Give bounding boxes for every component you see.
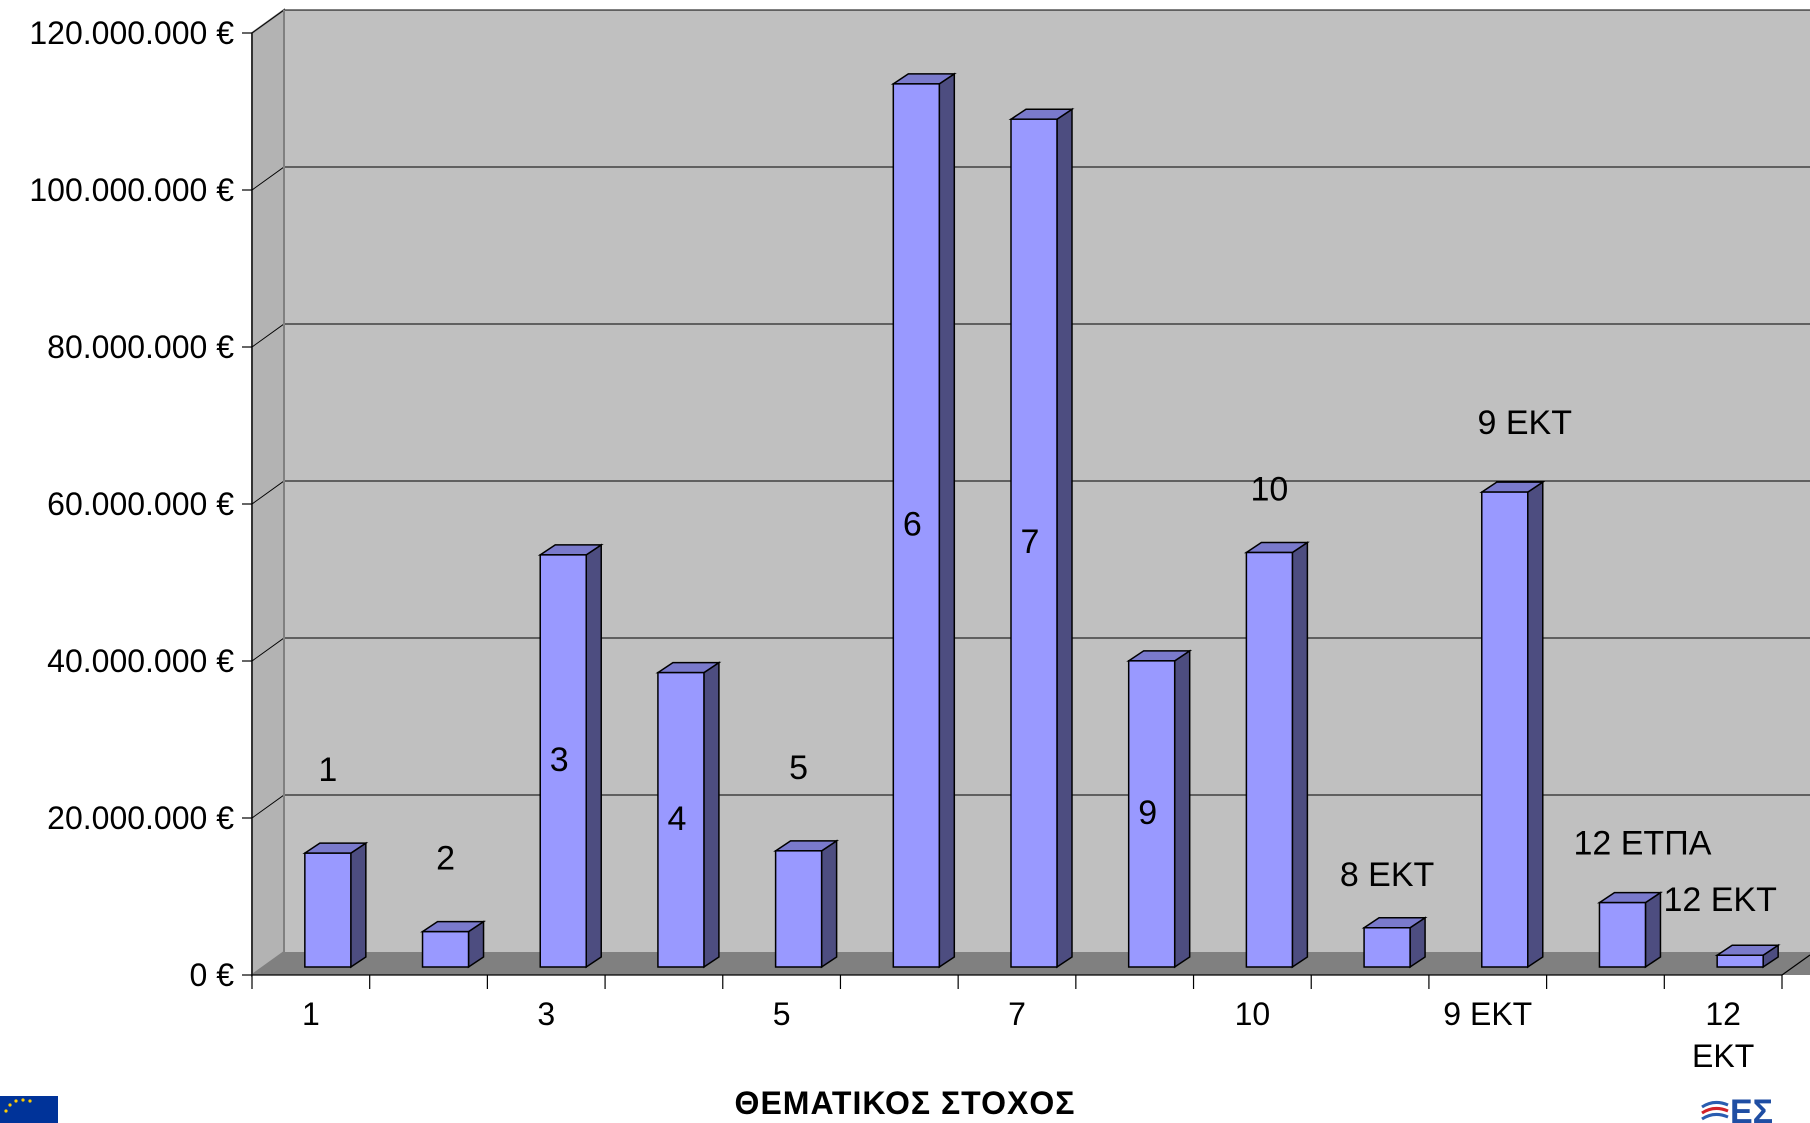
bar-3: 3: [537, 543, 604, 969]
bar-side: [1527, 480, 1544, 969]
data-label: 9 ΕΚΤ: [1478, 404, 1572, 442]
data-label: 9: [1138, 794, 1157, 832]
espa-logo-icon: ΕΣ: [1701, 1093, 1773, 1123]
data-label: 4: [667, 800, 686, 838]
bar-front: [1363, 927, 1411, 968]
x-axis-title: ΘΕΜΑΤΙΚΟΣ ΣΤΟΧΟΣ: [734, 1085, 1076, 1121]
bar-12-ετπα: 12 ΕΤΠΑ: [1573, 825, 1712, 969]
bar-side: [938, 72, 956, 969]
y-tick-label: 100.000.000 €: [29, 172, 234, 208]
svg-text:ΕΣ: ΕΣ: [1730, 1093, 1773, 1123]
x-tick-label: 9 ΕΚΤ: [1443, 996, 1532, 1032]
x-tick-label: 5: [773, 996, 791, 1032]
y-tick-label: 0 €: [190, 957, 235, 993]
data-label: 5: [789, 749, 808, 787]
data-label: 8 ΕΚΤ: [1340, 856, 1434, 894]
y-tick-label: 80.000.000 €: [47, 329, 234, 365]
data-label: 2: [436, 840, 455, 878]
bar-front: [1010, 118, 1058, 968]
data-label: 1: [318, 751, 337, 789]
bar-9-εκτ: 9 ΕΚΤ: [1478, 404, 1572, 969]
x-tick-label: 12 ΕΚΤ: [1692, 996, 1754, 1074]
bar-12-εκτ: 12 ΕΚΤ: [1663, 881, 1781, 969]
data-label: 6: [903, 505, 922, 543]
bar-8-εκτ: 8 ΕΚΤ: [1340, 856, 1434, 969]
x-axis-depth: [1781, 954, 1810, 976]
bar-front: [1127, 660, 1176, 968]
bar-4: 4: [655, 661, 722, 969]
bar-side: [1291, 541, 1309, 969]
bar-side: [820, 839, 838, 969]
bar-side: [1644, 891, 1662, 969]
bar-front: [774, 850, 823, 968]
bar-7: 7: [1008, 107, 1075, 969]
x-tick-label: 7: [1008, 996, 1026, 1032]
bar-front: [1598, 901, 1647, 968]
bar-front: [1716, 954, 1764, 968]
x-tick-label: 3: [537, 996, 555, 1032]
x-tick-label: 1: [302, 996, 320, 1032]
y-tick-label: 20.000.000 €: [47, 800, 234, 836]
bar-5: 5: [773, 749, 840, 969]
bar-1: 1: [302, 751, 369, 969]
bar-side: [703, 661, 720, 969]
y-tick-label: 40.000.000 €: [47, 643, 234, 679]
data-label: 3: [550, 741, 569, 779]
data-label: 12 ΕΚΤ: [1663, 881, 1776, 919]
data-label: 7: [1021, 523, 1040, 561]
data-label: 10: [1250, 471, 1288, 509]
bar-front: [539, 554, 587, 968]
x-tick-label: 10: [1235, 996, 1271, 1032]
y-tick-label: 120.000.000 €: [29, 15, 234, 51]
bar-side: [350, 841, 367, 969]
bar-front: [657, 671, 705, 968]
bar-2: 2: [420, 840, 487, 969]
bar-side: [1173, 649, 1191, 969]
bar-9: 9: [1126, 649, 1193, 969]
bar-side: [585, 543, 602, 969]
data-label: 12 ΕΤΠΑ: [1573, 825, 1711, 863]
bar-10: 10: [1243, 471, 1310, 969]
bar-front: [1481, 491, 1529, 968]
bar-front: [421, 930, 470, 968]
y-tick-label: 60.000.000 €: [47, 486, 234, 522]
bar-front: [304, 852, 352, 968]
bar-front: [892, 83, 941, 968]
bar-6: 6: [890, 72, 957, 969]
eu-flag-icon: [0, 1096, 58, 1123]
bar-front: [1245, 551, 1294, 968]
bar-side: [1056, 107, 1073, 969]
